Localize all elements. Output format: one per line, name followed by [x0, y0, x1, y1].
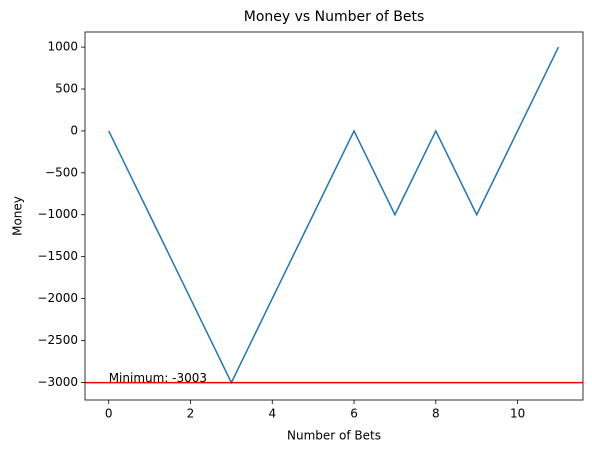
chart-title: Money vs Number of Bets	[244, 9, 425, 25]
y-tick-label: 500	[55, 82, 78, 96]
plot-frame	[84, 31, 584, 401]
y-tick-label: 1000	[47, 40, 78, 54]
annotation: Minimum: -3003	[109, 371, 207, 385]
y-tick-label: −1500	[37, 249, 78, 263]
y-tick-label: −2500	[37, 333, 78, 347]
y-tick-label: 0	[70, 123, 78, 137]
x-tick-label: 4	[268, 407, 276, 421]
x-tick-label: 2	[187, 407, 195, 421]
x-tick-label: 6	[350, 407, 358, 421]
x-tick-label: 8	[432, 407, 440, 421]
x-tick-label: 10	[510, 407, 525, 421]
y-tick-label: −1000	[37, 207, 78, 221]
x-tick-label: 0	[105, 407, 113, 421]
y-tick-label: −2000	[37, 291, 78, 305]
y-axis-label: Money	[11, 196, 25, 236]
line-series	[108, 46, 560, 385]
x-axis-label: Number of Bets	[287, 429, 381, 443]
y-tick-label: −3000	[37, 375, 78, 389]
y-tick-label: −500	[45, 165, 78, 179]
